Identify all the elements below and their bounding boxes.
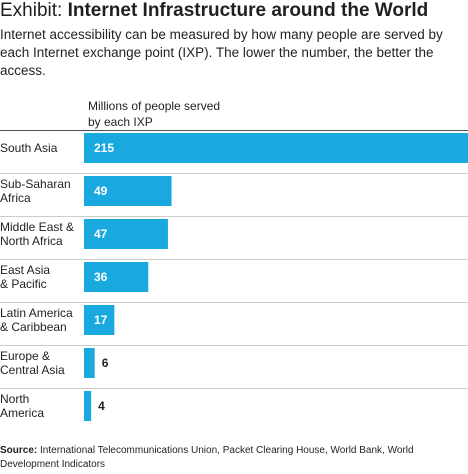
value-label: 49	[94, 184, 108, 198]
bar	[84, 176, 172, 206]
category-label: Latin America & Caribbean	[0, 306, 73, 334]
category-label: Middle East & North Africa	[0, 220, 74, 248]
source-text: International Telecommunications Union, …	[0, 445, 414, 470]
bar	[84, 305, 115, 335]
category-label: East Asia & Pacific	[0, 263, 50, 291]
source-label: Source:	[0, 445, 38, 456]
bar	[84, 391, 92, 421]
bar	[84, 133, 468, 163]
source-note: Source: International Telecommunications…	[0, 444, 468, 472]
category-label: North America	[0, 392, 44, 420]
category-label: South Asia	[0, 141, 58, 155]
column-header: Millions of people served by each IXP	[88, 99, 221, 129]
bar-chart: South Asia 215 Sub-Saharan Africa 49 Middle E…	[0, 133, 468, 421]
bar	[84, 348, 95, 378]
bar	[84, 219, 168, 249]
title-prefix: Exhibit:	[0, 0, 68, 21]
category-label: Europe & Central Asia	[0, 349, 65, 377]
value-label: 215	[94, 141, 114, 155]
value-label: 36	[94, 270, 108, 284]
chart-title: Exhibit: Internet Infrastructure around …	[0, 0, 468, 22]
value-label: 4	[98, 399, 105, 413]
chart-subtitle: Internet accessibility can be measured b…	[0, 27, 443, 78]
title-main: Internet Infrastructure around the World	[67, 0, 429, 21]
value-label: 17	[94, 313, 108, 327]
value-label: 6	[102, 356, 109, 370]
category-label: Sub-Saharan Africa	[0, 177, 71, 205]
top-rule	[0, 130, 468, 131]
bar	[84, 262, 149, 292]
value-label: 47	[94, 227, 108, 241]
